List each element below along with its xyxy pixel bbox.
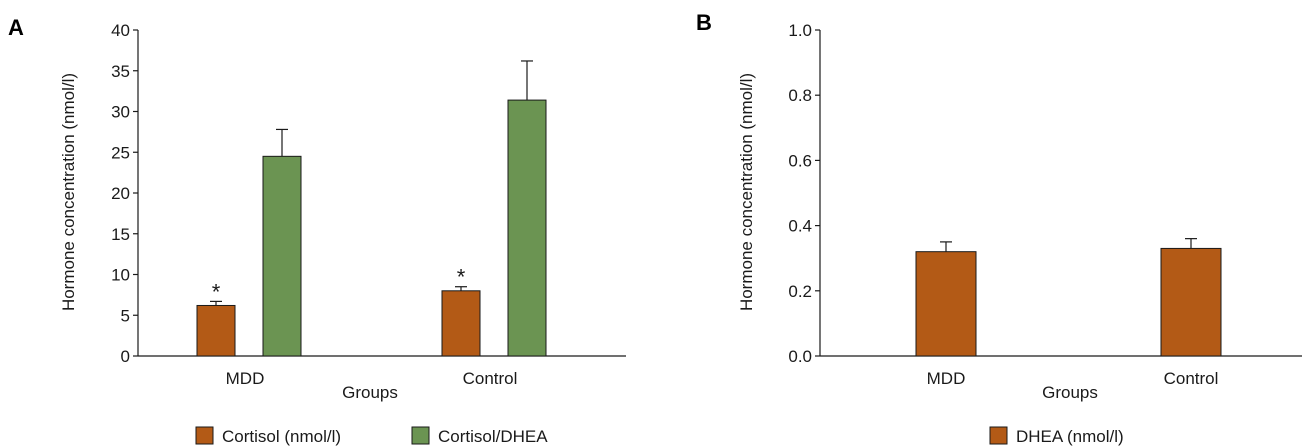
bar-cortisol-dhea-mdd <box>262 155 302 357</box>
significance-marker: * <box>457 265 466 290</box>
panel-a-bars: ** <box>196 60 547 357</box>
panel-a-y-tick-label: 35 <box>111 62 130 81</box>
legend-swatch-cortisol <box>195 426 214 445</box>
panel-b-y-tick-label: 1.0 <box>788 21 812 40</box>
bar-cortisol-dhea-control <box>507 99 547 357</box>
bar-cortisol-nmol-l--mdd <box>196 304 236 357</box>
panel-a-y-axis-label: Hormone concentration (nmol/l) <box>59 73 78 311</box>
panel-a: A Hormone concentration (nmol/l) 0 5 10 … <box>8 15 626 446</box>
panel-a-y-tick-label: 30 <box>111 103 130 122</box>
panel-a-y-tick-label: 40 <box>111 21 130 40</box>
panel-b-legend: DHEA (nmol/l) <box>989 426 1124 446</box>
significance-marker: * <box>212 279 221 304</box>
bar-dhea-nmol-l--mdd <box>915 251 977 357</box>
panel-b-y-tick-label: 0.8 <box>788 86 812 105</box>
panel-b-y-tick-label: 0.6 <box>788 151 812 170</box>
legend-label-dhea: DHEA (nmol/l) <box>1016 427 1124 446</box>
panel-a-y-tick-label: 5 <box>121 306 130 325</box>
bar-dhea-nmol-l--control <box>1160 247 1222 357</box>
panel-b-x-tick-label-mdd: MDD <box>927 369 966 388</box>
legend-label-cortisol-dhea: Cortisol/DHEA <box>438 427 548 446</box>
panel-a-y-tick-label: 20 <box>111 184 130 203</box>
legend-label-cortisol: Cortisol (nmol/l) <box>222 427 341 446</box>
panel-b-x-tick-label-control: Control <box>1164 369 1219 388</box>
panel-b-y-tick-label: 0.0 <box>788 347 812 366</box>
panel-b-y-axis-label: Hormone concentration (nmol/l) <box>737 73 756 311</box>
panel-b-y-ticks: 0.0 0.2 0.4 0.6 0.8 1.0 <box>788 21 820 366</box>
panel-b-bars <box>915 238 1222 357</box>
bar-cortisol-nmol-l--control <box>441 290 481 357</box>
panel-b-x-axis-label: Groups <box>1042 383 1098 402</box>
panel-b-letter: B <box>696 10 712 35</box>
panel-a-y-tick-label: 0 <box>121 347 130 366</box>
panel-a-x-tick-label-control: Control <box>463 369 518 388</box>
panel-b: B Hormone concentration (nmol/l) 0.0 0.2… <box>696 10 1302 446</box>
panel-b-y-tick-label: 0.4 <box>788 217 812 236</box>
panel-a-y-tick-label: 15 <box>111 225 130 244</box>
panel-a-legend: Cortisol (nmol/l) Cortisol/DHEA <box>195 426 548 446</box>
panel-a-x-tick-label-mdd: MDD <box>226 369 265 388</box>
panel-a-y-tick-label: 25 <box>111 143 130 162</box>
panel-a-y-tick-label: 10 <box>111 266 130 285</box>
panel-a-y-ticks: 0 5 10 15 20 25 30 35 40 <box>111 21 138 366</box>
panel-a-x-axis-label: Groups <box>342 383 398 402</box>
legend-swatch-dhea <box>989 426 1008 445</box>
legend-swatch-cortisol-dhea <box>411 426 430 445</box>
panel-b-y-tick-label: 0.2 <box>788 282 812 301</box>
panel-a-letter: A <box>8 15 24 40</box>
